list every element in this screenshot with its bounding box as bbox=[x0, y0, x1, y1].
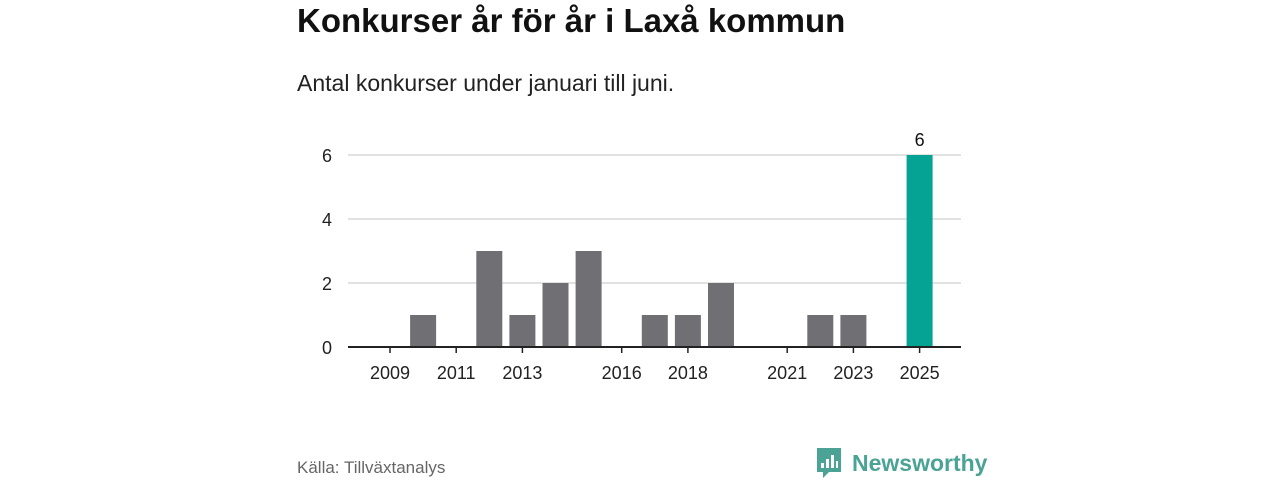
source-note: Källa: Tillväxtanalys bbox=[297, 458, 446, 477]
bar bbox=[674, 315, 701, 347]
bar bbox=[641, 315, 668, 347]
data-label: 6 bbox=[915, 130, 925, 150]
newsworthy-icon bbox=[817, 448, 841, 478]
bar bbox=[906, 155, 933, 347]
bar-chart: 0 2 4 6 6 2009 2011 2013 2016 2018 2021 2023 2025 bbox=[322, 130, 961, 383]
y-tick-label: 2 bbox=[322, 274, 332, 294]
x-tick-label: 2025 bbox=[900, 363, 940, 383]
bar bbox=[476, 251, 503, 347]
bar bbox=[708, 283, 734, 347]
x-tick-label: 2009 bbox=[370, 363, 410, 383]
x-tick-label: 2018 bbox=[668, 363, 708, 383]
bar bbox=[575, 251, 602, 347]
y-tick-label: 6 bbox=[322, 146, 332, 166]
bar bbox=[410, 315, 437, 347]
x-tick-label: 2011 bbox=[437, 363, 476, 383]
bar bbox=[542, 283, 569, 347]
x-tick-label: 2023 bbox=[833, 363, 873, 383]
brand-logo[interactable]: Newsworthy bbox=[815, 446, 987, 480]
x-tick-label: 2013 bbox=[502, 363, 542, 383]
x-tick-label: 2021 bbox=[767, 363, 807, 383]
bar bbox=[509, 315, 536, 347]
chart-title: Konkurser år för år i Laxå kommun bbox=[297, 2, 846, 39]
y-tick-label: 0 bbox=[322, 338, 332, 358]
bar bbox=[840, 315, 867, 347]
brand-name: Newsworthy bbox=[852, 449, 988, 476]
bar bbox=[807, 315, 834, 347]
x-tick-label: 2016 bbox=[602, 363, 642, 383]
y-tick-label: 4 bbox=[322, 210, 332, 230]
chart-subtitle: Antal konkurser under januari till juni. bbox=[297, 70, 675, 96]
